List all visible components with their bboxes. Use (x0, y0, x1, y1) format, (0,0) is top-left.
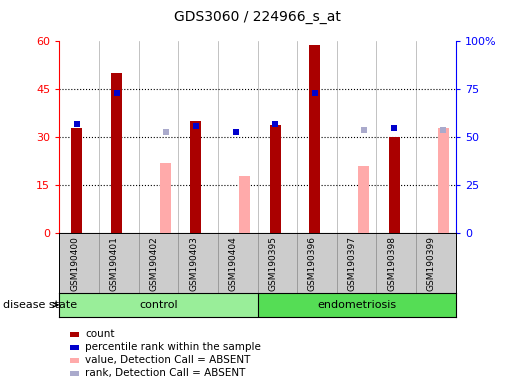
Text: control: control (139, 300, 178, 310)
Text: GSM190398: GSM190398 (387, 237, 397, 291)
Bar (310, 45, 320, 233)
Text: GSM190401: GSM190401 (110, 237, 118, 291)
Bar (258, 293, 456, 317)
Text: GSM190400: GSM190400 (70, 237, 79, 291)
Bar (111, 73, 122, 233)
Text: rank, Detection Call = ABSENT: rank, Detection Call = ABSENT (85, 368, 245, 378)
Text: GDS3060 / 224966_s_at: GDS3060 / 224966_s_at (174, 10, 341, 24)
Text: GSM190396: GSM190396 (308, 237, 317, 291)
Bar (160, 163, 171, 233)
Text: GSM190395: GSM190395 (268, 237, 277, 291)
Text: disease state: disease state (3, 300, 77, 310)
Text: count: count (85, 329, 114, 339)
Text: GSM190402: GSM190402 (149, 237, 159, 291)
Bar (191, 121, 201, 233)
Bar (72, 128, 82, 233)
Text: percentile rank within the sample: percentile rank within the sample (85, 342, 261, 352)
Text: value, Detection Call = ABSENT: value, Detection Call = ABSENT (85, 355, 250, 365)
Text: endometriosis: endometriosis (317, 300, 396, 310)
Text: GSM190399: GSM190399 (427, 237, 436, 291)
Text: GSM190397: GSM190397 (348, 237, 356, 291)
Text: GSM190403: GSM190403 (189, 237, 198, 291)
Bar (438, 128, 449, 233)
Bar (270, 125, 281, 233)
Bar (239, 176, 250, 233)
Text: GSM190404: GSM190404 (229, 237, 238, 291)
Bar (389, 137, 400, 233)
Bar (59, 293, 258, 317)
Bar (358, 166, 369, 233)
